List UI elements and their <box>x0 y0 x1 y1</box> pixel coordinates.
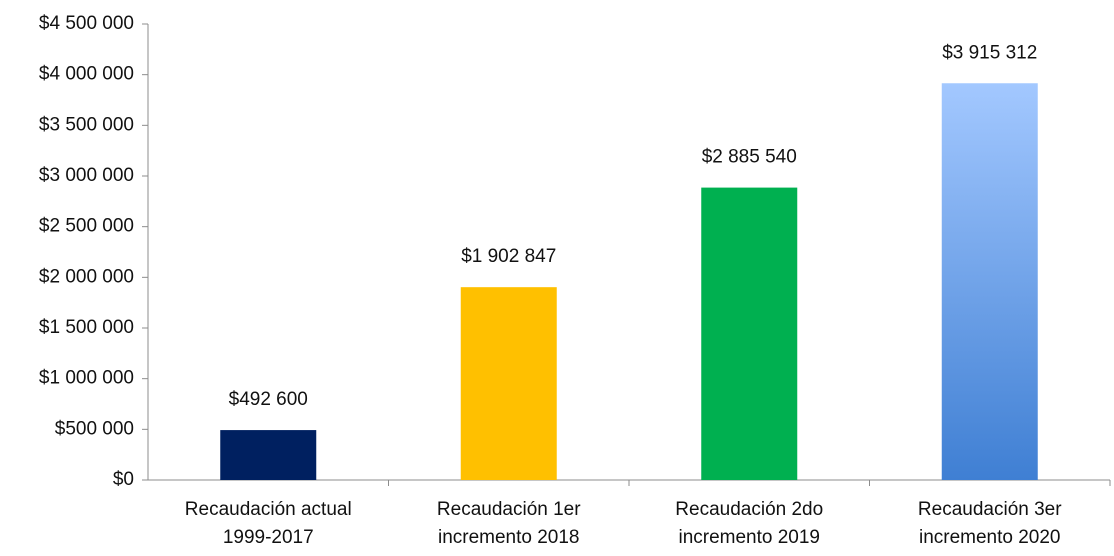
y-tick-label: $2 500 000 <box>39 216 134 237</box>
x-tick-label: Recaudación actual <box>185 499 352 520</box>
x-tick-label: 1999-2017 <box>223 527 314 548</box>
value-label: $2 885 540 <box>702 147 797 168</box>
y-tick-label: $2 000 000 <box>39 266 134 287</box>
value-label: $492 600 <box>229 389 308 410</box>
y-tick-label: $4 000 000 <box>39 64 134 85</box>
y-tick-label: $3 000 000 <box>39 165 134 186</box>
x-tick-label: Recaudación 1er <box>437 499 581 520</box>
x-tick-label: Recaudación 3er <box>918 499 1062 520</box>
value-label: $3 915 312 <box>942 42 1037 63</box>
y-tick-label: $4 500 000 <box>39 13 134 34</box>
bar <box>701 187 798 480</box>
x-tick-label: incremento 2019 <box>678 527 820 548</box>
x-tick-label: incremento 2018 <box>438 527 580 548</box>
y-tick-label: $0 <box>113 469 134 490</box>
y-tick-label: $500 000 <box>55 418 134 439</box>
bar <box>941 83 1038 480</box>
bar <box>460 287 557 480</box>
value-label: $1 902 847 <box>461 246 556 267</box>
y-tick-label: $1 000 000 <box>39 368 134 389</box>
x-tick-label: Recaudación 2do <box>675 499 823 520</box>
bar <box>220 430 317 480</box>
x-tick-label: incremento 2020 <box>919 527 1061 548</box>
y-tick-label: $1 500 000 <box>39 317 134 338</box>
y-tick-label: $3 500 000 <box>39 114 134 135</box>
